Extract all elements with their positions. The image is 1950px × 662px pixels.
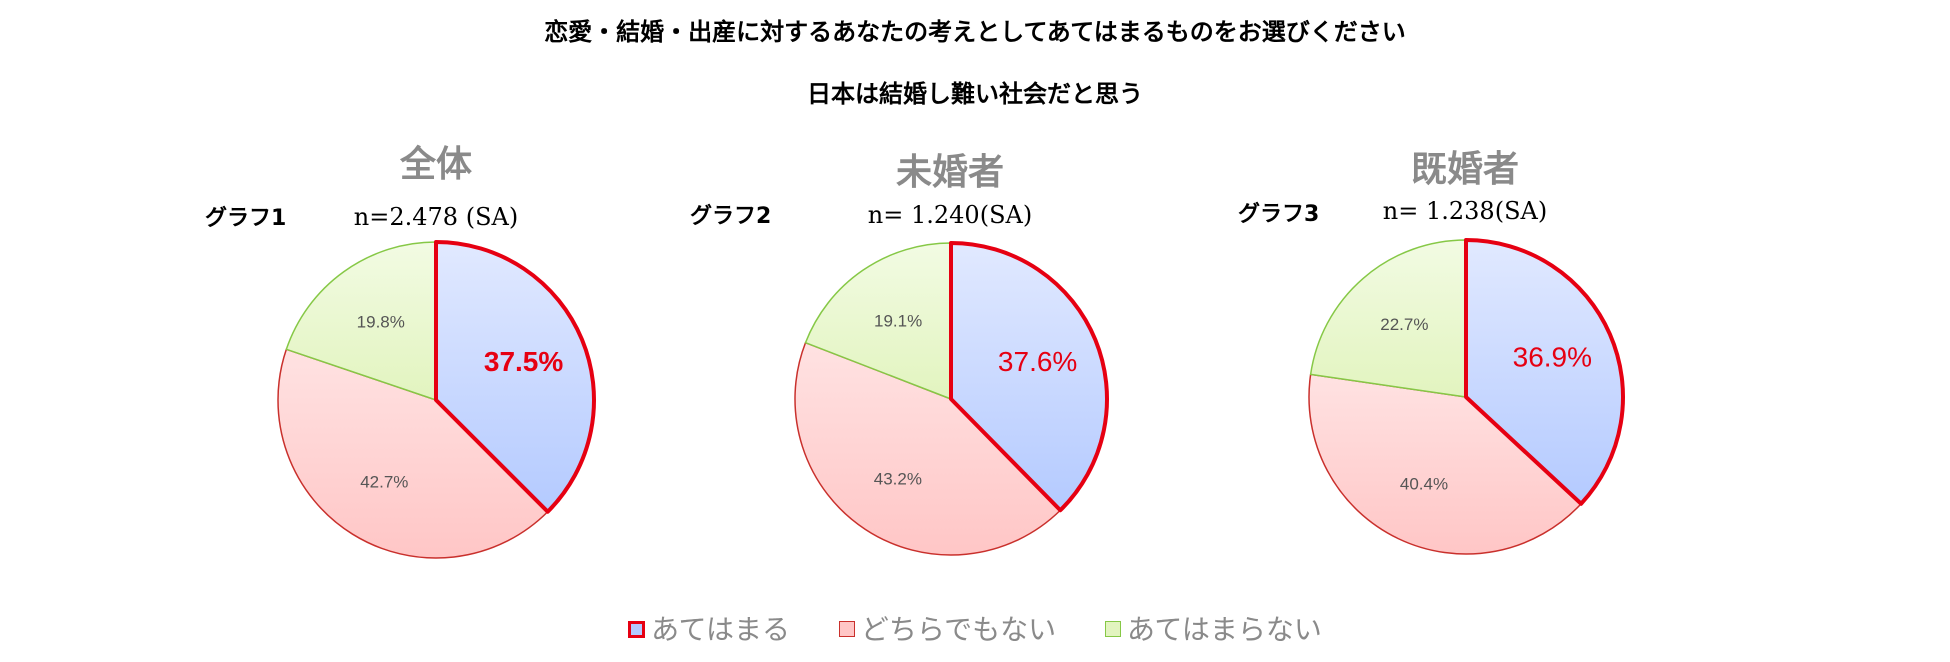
chart-1-graph-label: グラフ1	[205, 206, 287, 231]
chart-3-data-label-neutral: 40.4%	[1400, 474, 1448, 493]
chart-2-title: 未婚者	[895, 152, 1004, 193]
legend-swatch-neutral	[838, 621, 855, 637]
chart-subtitle: 日本は結婚し難い社会だと思う	[807, 80, 1143, 108]
legend-label-applies: あてはまる	[651, 613, 790, 646]
chart-2-slice-applies	[949, 241, 1109, 513]
chart-main-title: 恋愛・結婚・出産に対するあなたの考えとしてあてはまるものをお選びください	[544, 18, 1406, 46]
chart-2-slice-neutral	[794, 341, 1062, 556]
chart-3-graph-label: グラフ3	[1238, 202, 1320, 227]
chart-1-slice-applies	[434, 240, 596, 514]
legend-label-not-applies: あてはまらない	[1126, 613, 1322, 646]
legend-item-neutral: どちらでもない	[838, 608, 1057, 648]
chart-3-data-label-applies: 36.9%	[1513, 342, 1592, 373]
chart-legend: あてはまる どちらでもない あてはまらない	[0, 608, 1950, 648]
chart-1-data-label-applies: 37.5%	[484, 346, 563, 377]
chart-3-sample-size: n= 1.238(SA)	[1382, 197, 1548, 225]
chart-3-slice-applies	[1464, 238, 1625, 506]
chart-2-data-label-neutral: 43.2%	[874, 469, 922, 488]
legend-swatch-not-applies	[1104, 621, 1121, 637]
chart-2-data-label-not-applies: 19.1%	[874, 311, 922, 330]
chart-3-slice-neutral	[1308, 373, 1582, 555]
chart-1-slice-neutral	[277, 348, 549, 559]
chart-3-title: 既婚者	[1410, 149, 1519, 190]
chart-1-slice-not-applies	[285, 241, 437, 401]
chart-1-sample-size: n=2.478 (SA)	[353, 203, 519, 231]
legend-item-applies: あてはまる	[628, 608, 790, 648]
chart-2-graph-label: グラフ2	[690, 204, 772, 229]
chart-1-data-label-neutral: 42.7%	[360, 473, 408, 492]
pie-charts-canvas: 37.5% 42.7% 19.8% 37.6% 43.2% 19.1% 36.9% 40.4%…	[277, 238, 1625, 559]
chart-2-data-label-applies: 37.6%	[998, 346, 1077, 377]
chart-2-sample-size: n= 1.240(SA)	[867, 201, 1033, 229]
legend-item-not-applies: あてはまらない	[1104, 608, 1322, 648]
chart-3-slice-not-applies	[1309, 239, 1467, 398]
chart-1-title: 全体	[399, 144, 472, 185]
chart-1-data-label-not-applies: 19.8%	[357, 312, 405, 331]
chart-2-slice-not-applies	[804, 242, 952, 400]
legend-swatch-applies	[628, 620, 646, 638]
chart-3-data-label-not-applies: 22.7%	[1380, 315, 1428, 334]
legend-label-neutral: どちらでもない	[860, 613, 1057, 646]
